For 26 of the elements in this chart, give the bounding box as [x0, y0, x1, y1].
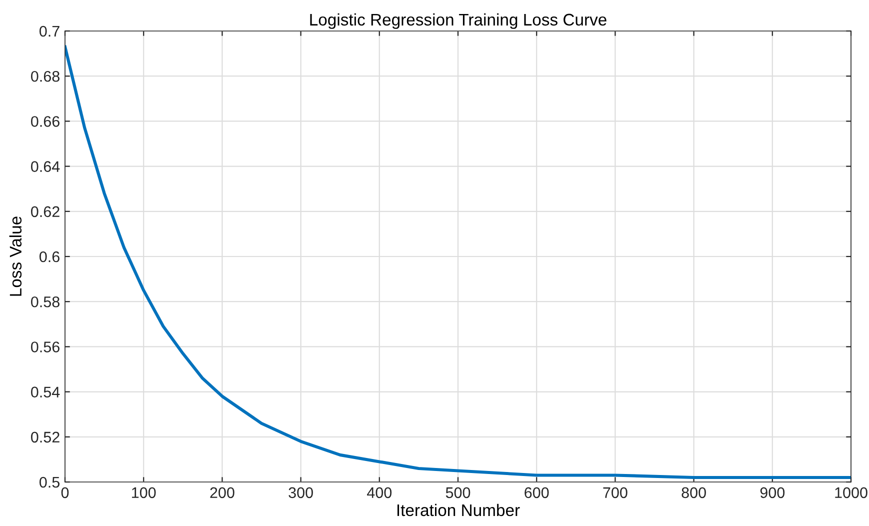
y-tick-label: 0.5 — [40, 476, 60, 488]
x-tick-label: 200 — [210, 487, 234, 498]
line-series — [65, 45, 851, 480]
y-tick-label: 0.54 — [31, 386, 60, 398]
y-tick-label: 0.62 — [31, 206, 60, 218]
x-tick-label: 700 — [603, 487, 628, 498]
y-axis-title: Loss Value — [9, 216, 22, 296]
y-tick-label: 0.64 — [31, 161, 60, 172]
x-tick-label: 100 — [132, 487, 156, 498]
chart-title: Logistic Regression Training Loss Curve — [310, 13, 606, 29]
y-tick-label: 0.6 — [40, 251, 60, 262]
x-tick-label: 400 — [367, 487, 392, 498]
x-tick-label: 600 — [524, 487, 549, 498]
x-tick-label: 300 — [288, 487, 313, 498]
x-tick-label: 500 — [446, 487, 470, 498]
y-tick-label: 0.7 — [40, 26, 60, 37]
x-tick-label: 0 — [61, 487, 69, 498]
x-tick-label: 900 — [760, 487, 785, 498]
x-tick-label: 800 — [682, 487, 706, 498]
y-tick-label: 0.58 — [31, 296, 60, 308]
y-tick-label: 0.56 — [31, 342, 60, 352]
x-axis-title: Iteration Number — [397, 504, 520, 516]
y-tick-label: 0.68 — [31, 70, 60, 82]
y-tick-label: 0.66 — [31, 116, 60, 127]
x-tick-label: 1000 — [835, 487, 868, 498]
y-tick-label: 0.52 — [31, 432, 60, 443]
